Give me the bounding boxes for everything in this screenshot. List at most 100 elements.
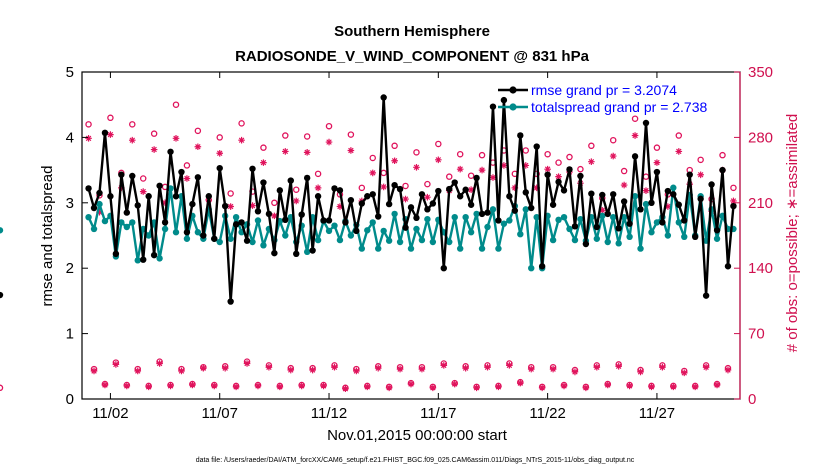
obs-assimilated-point [123,382,131,390]
rmse-point [391,181,398,189]
rmse-point [631,153,639,160]
rmse-point [473,174,480,182]
totalspread-point [314,236,322,244]
totalspread-point [604,238,611,246]
obs-assimilated-point [615,363,622,370]
obs-possible-point [413,149,420,156]
rmse-point [221,202,229,210]
rmse-point [670,191,677,198]
totalspread-point [129,219,136,226]
rmse-point [364,193,371,200]
totalspread-point [254,217,262,224]
totalspread-point [424,215,431,223]
rmse-point [675,201,682,208]
rmse-point [265,210,273,218]
totalspread-point [593,235,601,242]
obs-assimilated-point [363,383,371,391]
rmse-point [167,148,174,155]
obs-assimilated-point [473,384,480,392]
rmse-point [489,103,497,110]
legend-spread-marker [509,103,517,111]
totalspread-point [637,245,644,252]
obs-possible-point [85,121,92,128]
totalspread-point [96,200,103,208]
rmse-series [0,94,737,305]
obs-possible-point [0,384,4,392]
totalspread-point [599,212,606,220]
rmse-point [96,189,103,197]
rmse-point [555,178,562,186]
legend-spread-label: totalspread grand pr = 2.738 [531,99,708,115]
obs-assimilated-point [637,368,644,376]
rmse-point [178,168,185,176]
rmse-point [604,210,611,218]
x-tick-label: 11/07 [202,405,238,422]
totalspread-point [0,227,4,234]
obs-assimilated-point [730,197,737,205]
obs-possible-point [522,147,530,154]
rmse-point [161,219,169,226]
rmse-point [0,291,4,299]
obs-assimilated-point [314,184,322,192]
obs-assimilated-point [238,136,245,144]
totalspread-point [358,245,366,252]
obs-possible-point [435,140,442,148]
rmse-point [150,251,158,259]
totalspread-point [571,236,579,244]
rmse-point [314,193,322,200]
totalspread-point [489,206,497,213]
totalspread-point [375,245,382,252]
totalspread-point [446,238,453,246]
rmse-point [697,195,704,203]
totalspread-point [85,213,92,221]
totalspread-point [145,232,152,239]
rmse-point [347,196,355,204]
rmse-point [620,198,628,205]
obs-assimilated-point [325,138,333,146]
totalspread-series [0,184,737,272]
obs-assimilated-point [210,382,218,390]
obs-assimilated-point [167,382,174,390]
totalspread-point [517,230,524,238]
rmse-point [107,193,114,200]
obs-assimilated-point [232,383,240,391]
y-tick-label: 1 [66,326,74,343]
totalspread-point [418,236,426,244]
totalspread-point [713,235,721,242]
rmse-point [271,249,278,257]
rmse-point [484,209,491,216]
obs-possible-point [424,180,431,188]
obs-assimilated-point [451,380,459,388]
totalspread-point [631,193,639,200]
obs-possible-point [588,142,595,150]
y-right-tick-label: 350 [748,64,773,81]
rmse-point [396,185,404,193]
obs-assimilated-point [462,364,469,372]
totalspread-point [391,210,398,218]
obs-assimilated-point [243,360,251,367]
x-tick-label: 11/02 [92,405,128,422]
rmse-point [451,179,458,186]
obs-assimilated-point [320,382,327,390]
obs-assimilated-point [680,369,688,377]
rmse-point [145,193,152,200]
rmse-point [216,164,223,172]
obs-possible-point [391,142,398,150]
y-right-tick-label: 280 [748,129,773,146]
obs-possible-point [107,114,114,122]
totalspread-point [101,217,109,225]
rmse-point [538,263,546,270]
obs-assimilated-point [221,364,229,372]
obs-assimilated-point [593,363,601,371]
totalspread-point [555,216,562,224]
totalspread-point [670,184,677,191]
totalspread-point [227,235,234,242]
obs-assimilated-point [664,203,672,210]
obs-assimilated-point [659,363,666,371]
obs-assimilated-point [598,206,606,214]
rmse-point [194,174,202,181]
obs-assimilated-point [309,366,316,374]
obs-assimilated-point [156,360,163,367]
rmse-point [211,235,218,242]
rmse-point [298,211,305,218]
